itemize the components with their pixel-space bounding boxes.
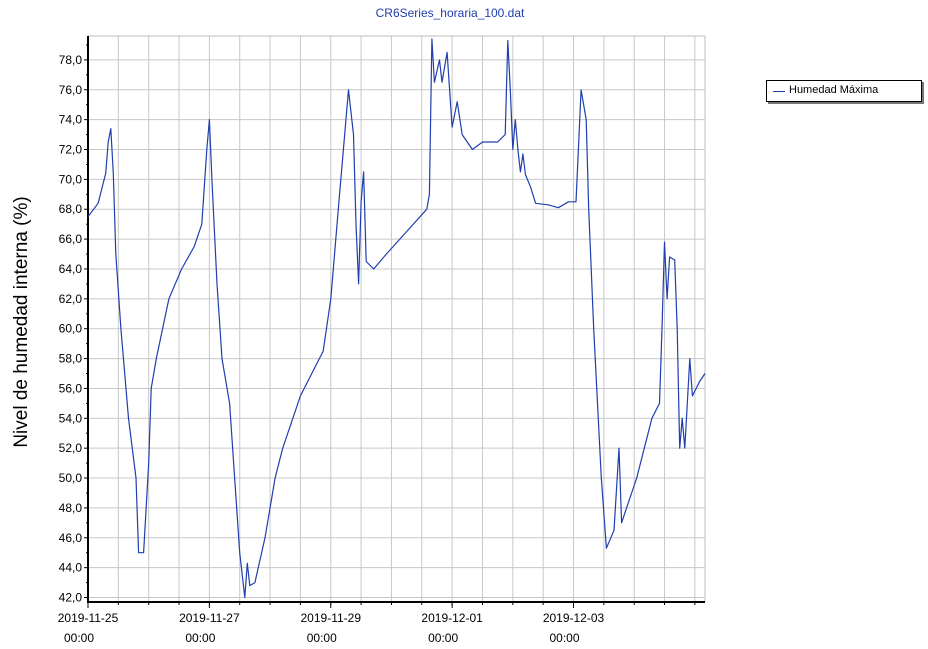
x-tick-label-time: 00:00 (428, 631, 458, 645)
series-line-humedad-maxima (87, 38, 706, 599)
y-tick-label: 56,0 (59, 381, 83, 395)
y-tick-label: 42,0 (59, 591, 83, 605)
x-tick-label-date: 2019-11-25 (58, 611, 119, 625)
grid-lines (87, 36, 705, 602)
x-tick-label-time: 00:00 (549, 631, 579, 645)
x-tick-label-date: 2019-12-03 (543, 611, 605, 625)
x-tick-label-time: 00:00 (307, 631, 337, 645)
y-tick-label: 46,0 (59, 531, 83, 545)
x-tick-label-date: 2019-12-01 (421, 611, 483, 625)
plot-frame (87, 35, 706, 603)
y-tick-label: 66,0 (59, 232, 83, 246)
x-tick-label-time: 00:00 (64, 631, 94, 645)
y-tick-label: 54,0 (59, 411, 83, 425)
x-tick-label-time: 00:00 (185, 631, 215, 645)
y-tick-label: 44,0 (59, 561, 83, 575)
legend-label: Humedad Máxima (789, 84, 879, 96)
y-tick-label: 78,0 (59, 53, 83, 67)
x-tick-label-date: 2019-11-27 (179, 611, 240, 625)
legend: Humedad Máxima (766, 80, 926, 106)
y-tick-label: 76,0 (59, 83, 83, 97)
y-tick-label: 70,0 (59, 172, 83, 186)
chart-title: CR6Series_horaria_100.dat (375, 6, 525, 20)
y-tick-label: 58,0 (59, 352, 83, 366)
plot-area (88, 36, 705, 602)
y-tick-label: 68,0 (59, 202, 83, 216)
y-tick-label: 52,0 (59, 441, 83, 455)
y-tick-label: 64,0 (59, 262, 83, 276)
y-tick-label: 72,0 (59, 142, 83, 156)
y-axis-ticks: 42,0 44,0 46,0 48,0 50,0 52,0 54,0 56,0 58,0 60,0… (59, 44, 88, 605)
series-layer (87, 38, 706, 599)
y-tick-label: 74,0 (59, 113, 83, 127)
x-axis-ticks: 2019-11-25 00:00 2019-11-27 00:00 2019-11-29… (58, 602, 696, 645)
legend-swatch (773, 91, 785, 92)
y-tick-label: 48,0 (59, 501, 83, 515)
legend-box: Humedad Máxima (766, 80, 922, 102)
y-tick-label: 50,0 (59, 471, 83, 485)
x-tick-label-date: 2019-11-29 (301, 611, 362, 625)
y-tick-label: 62,0 (59, 292, 83, 306)
y-tick-label: 60,0 (59, 322, 83, 336)
